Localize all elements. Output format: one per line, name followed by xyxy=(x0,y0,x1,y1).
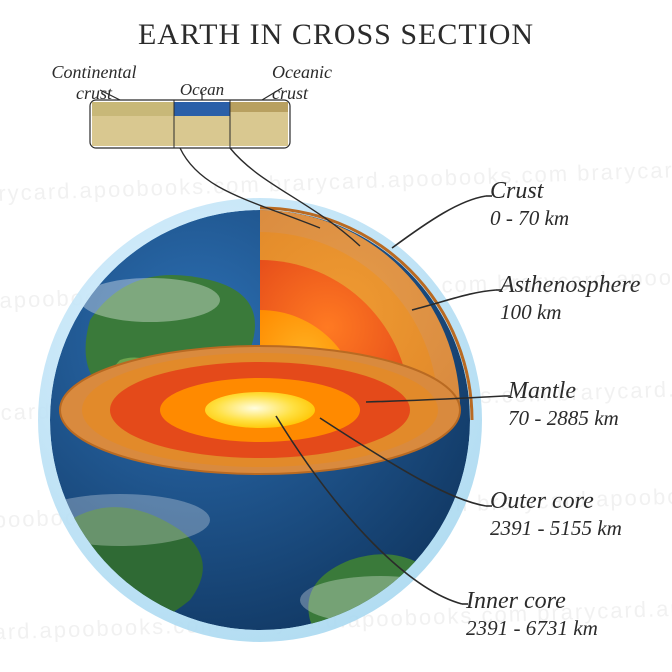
label-asthenosphere: Asthenosphere 100 km xyxy=(500,272,640,324)
label-outer-core: Outer core 2391 - 5155 km xyxy=(490,488,622,540)
label-continental-crust: Continentalcrust xyxy=(44,62,144,103)
label-crust: Crust 0 - 70 km xyxy=(490,178,569,230)
crust-inset xyxy=(90,100,290,148)
label-ocean: Ocean xyxy=(176,80,228,100)
label-mantle: Mantle 70 - 2885 km xyxy=(508,378,619,430)
label-oceanic-crust: Oceaniccrust xyxy=(272,62,332,103)
label-inner-core: Inner core 2391 - 6731 km xyxy=(466,588,598,640)
